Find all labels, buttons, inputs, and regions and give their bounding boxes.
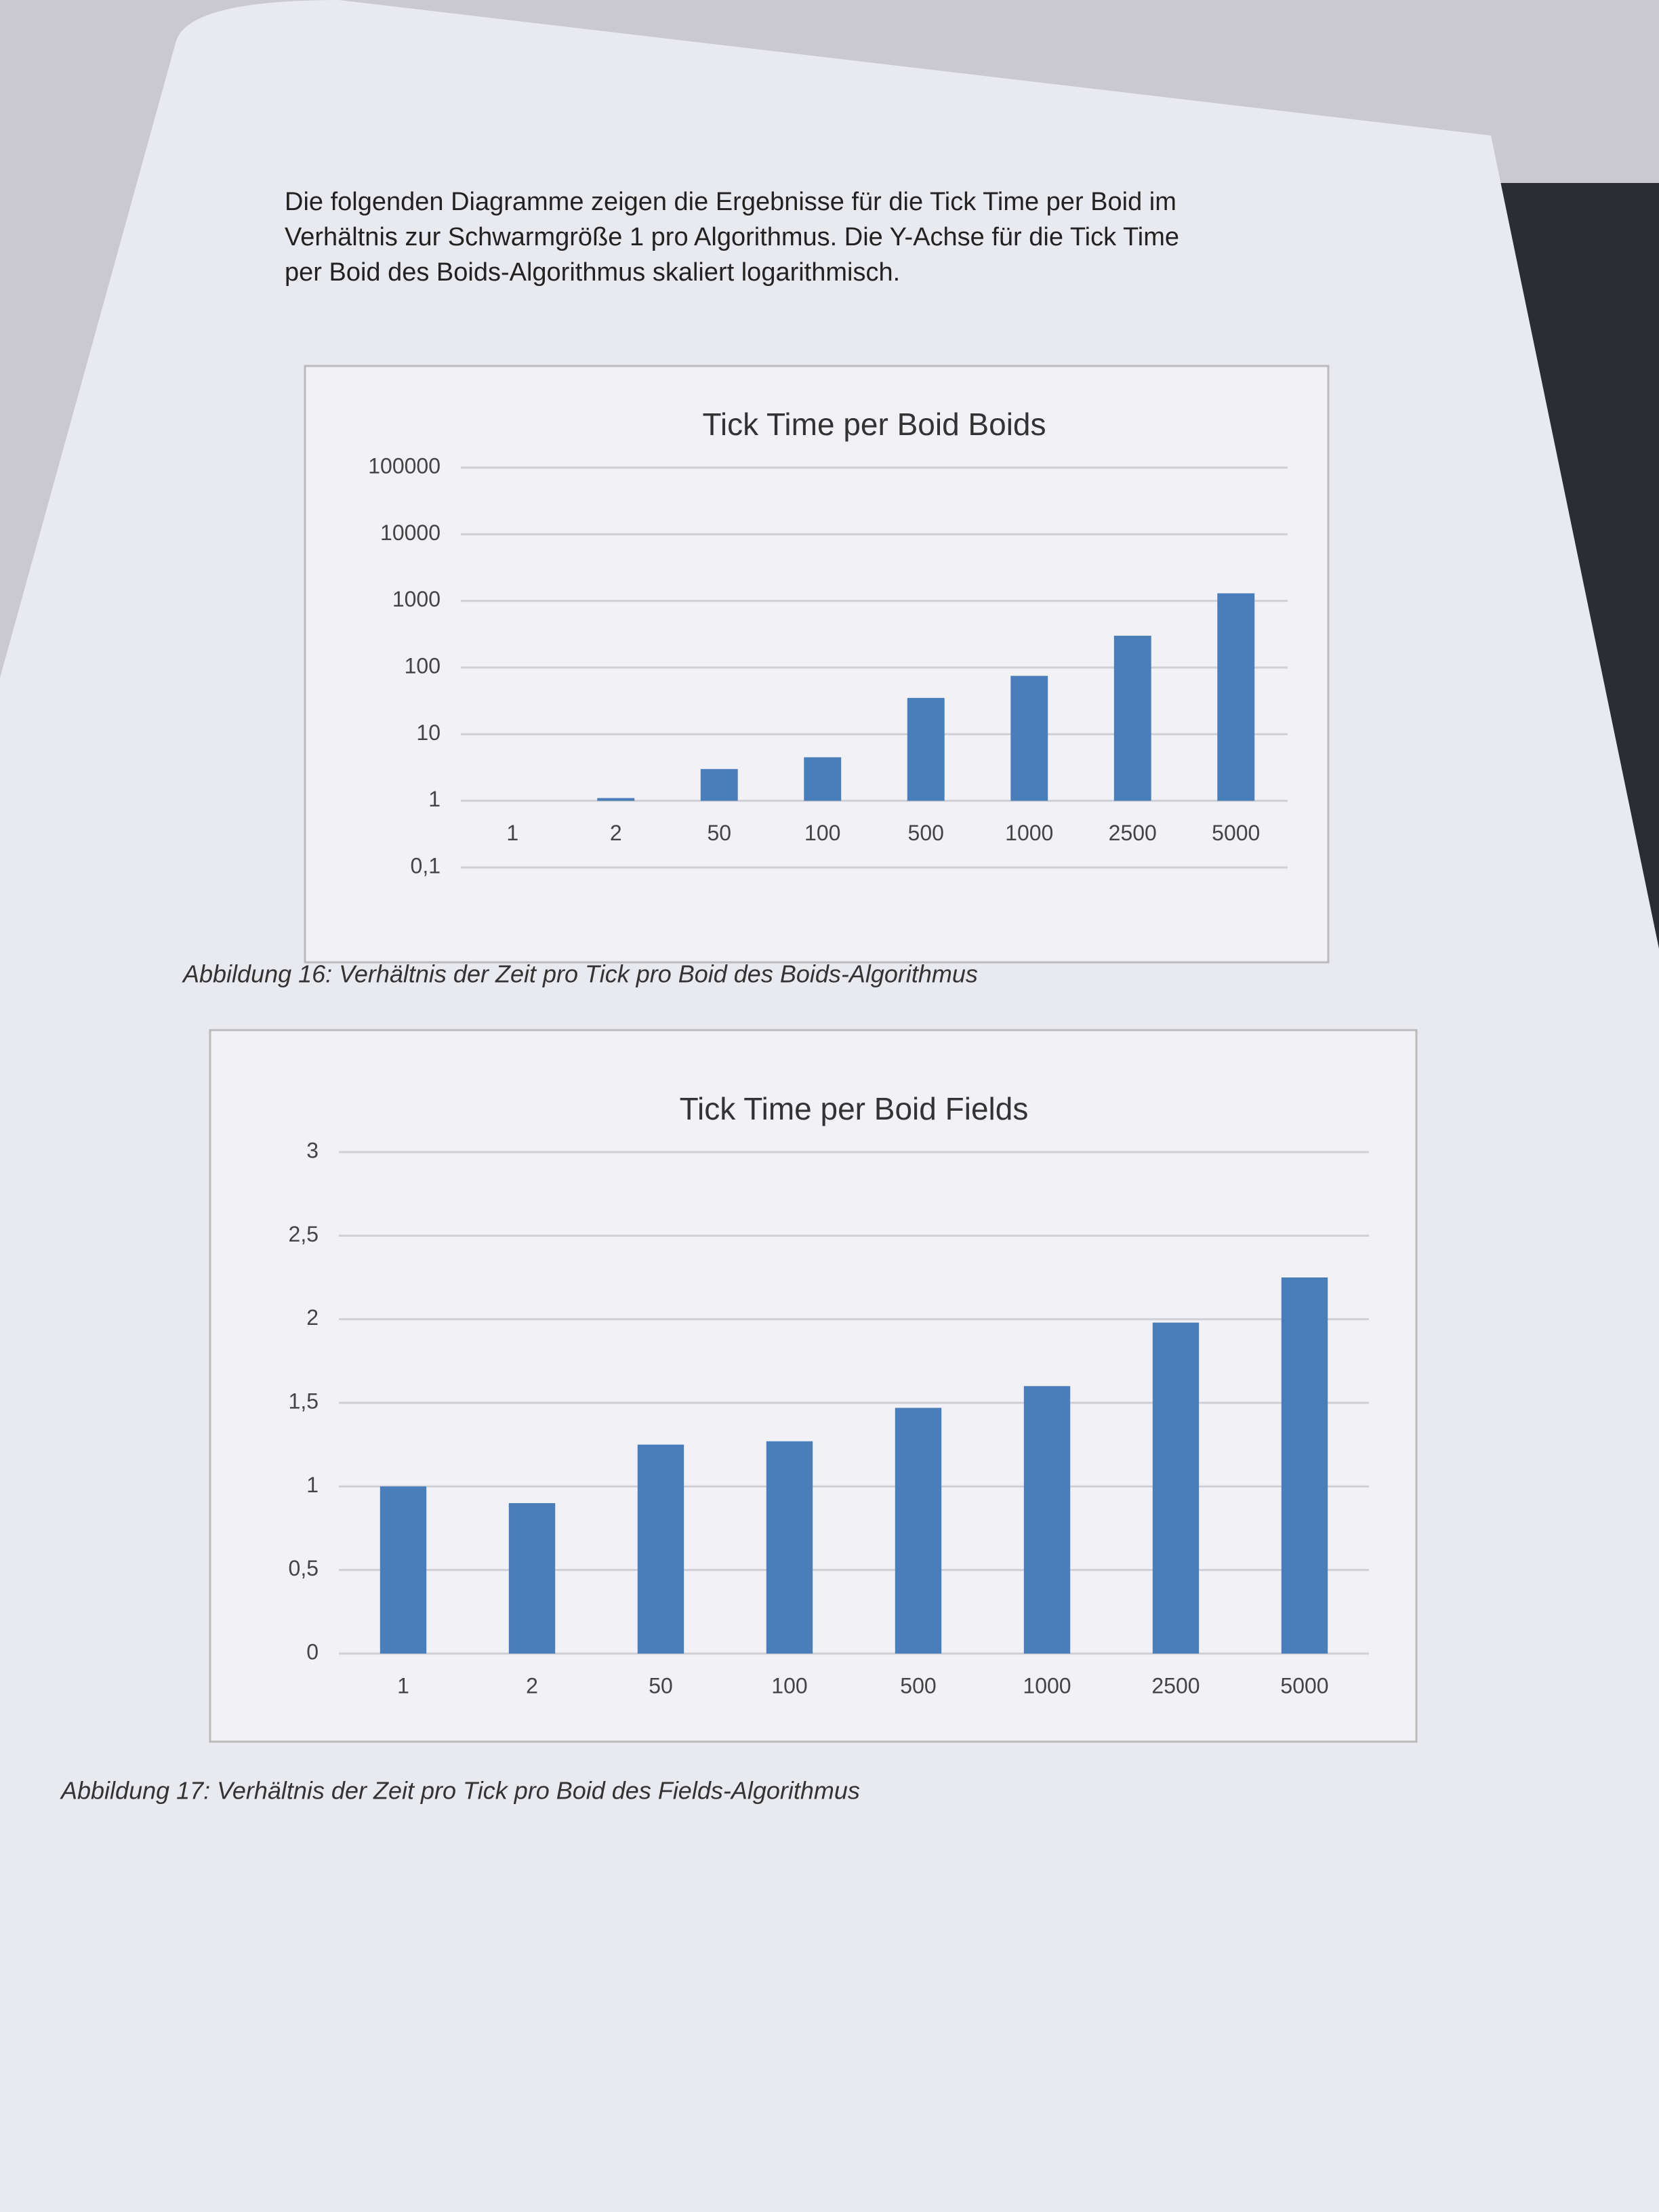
chart-title: Tick Time per Boid Fields <box>680 1091 1029 1126</box>
x-tick-label: 50 <box>707 821 731 845</box>
bar <box>597 798 635 801</box>
bar <box>508 1503 556 1654</box>
y-tick-label: 100000 <box>368 453 441 478</box>
x-tick-label: 100 <box>804 821 840 845</box>
y-tick-label: 100 <box>405 653 441 678</box>
y-tick-label: 2 <box>306 1305 319 1330</box>
bar <box>1113 636 1151 801</box>
y-tick-label: 10000 <box>380 520 441 545</box>
y-tick-label: 3 <box>306 1138 319 1162</box>
x-tick-label: 2500 <box>1151 1673 1200 1698</box>
bar <box>766 1441 813 1654</box>
paragraph-line: Die folgenden Diagramme zeigen die Ergeb… <box>285 188 1176 216</box>
x-tick-label: 5000 <box>1212 821 1260 845</box>
bar <box>1010 676 1048 801</box>
paragraph-line: Verhältnis zur Schwarmgröße 1 pro Algori… <box>285 223 1179 251</box>
bar <box>1023 1386 1071 1654</box>
y-tick-label: 0,1 <box>411 853 441 878</box>
bar <box>907 697 945 801</box>
y-tick-label: 10 <box>416 720 441 745</box>
x-tick-label: 1000 <box>1005 821 1053 845</box>
x-tick-label: 5000 <box>1280 1673 1328 1698</box>
figure-caption: Abbildung 17: Verhältnis der Zeit pro Ti… <box>60 1777 860 1805</box>
bar <box>1281 1277 1328 1654</box>
y-tick-label: 0 <box>306 1639 319 1664</box>
figure-caption: Abbildung 16: Verhältnis der Zeit pro Ti… <box>182 960 978 988</box>
bar <box>380 1486 427 1654</box>
x-tick-label: 1 <box>397 1673 409 1698</box>
x-tick-label: 100 <box>771 1673 807 1698</box>
bar <box>804 757 842 801</box>
y-tick-label: 2,5 <box>289 1222 319 1246</box>
y-tick-label: 1,5 <box>289 1389 319 1413</box>
x-tick-label: 1 <box>506 821 518 845</box>
x-tick-label: 2 <box>610 821 622 845</box>
chart-title: Tick Time per Boid Boids <box>702 407 1046 442</box>
y-tick-label: 1 <box>428 787 441 811</box>
bar <box>1152 1322 1200 1654</box>
bar <box>700 769 738 801</box>
y-tick-label: 0,5 <box>289 1556 319 1580</box>
x-tick-label: 2 <box>526 1673 538 1698</box>
bar <box>1217 593 1255 801</box>
y-tick-label: 1000 <box>392 587 441 611</box>
y-tick-label: 1 <box>306 1473 319 1497</box>
chart-frame <box>304 365 1330 964</box>
bar <box>637 1444 684 1654</box>
bar <box>895 1408 942 1654</box>
paragraph-line: per Boid des Boids-Algorithmus skaliert … <box>285 258 900 287</box>
x-tick-label: 500 <box>900 1673 936 1698</box>
x-tick-label: 500 <box>908 821 944 845</box>
x-tick-label: 50 <box>649 1673 673 1698</box>
x-tick-label: 2500 <box>1109 821 1157 845</box>
x-tick-label: 1000 <box>1023 1673 1071 1698</box>
